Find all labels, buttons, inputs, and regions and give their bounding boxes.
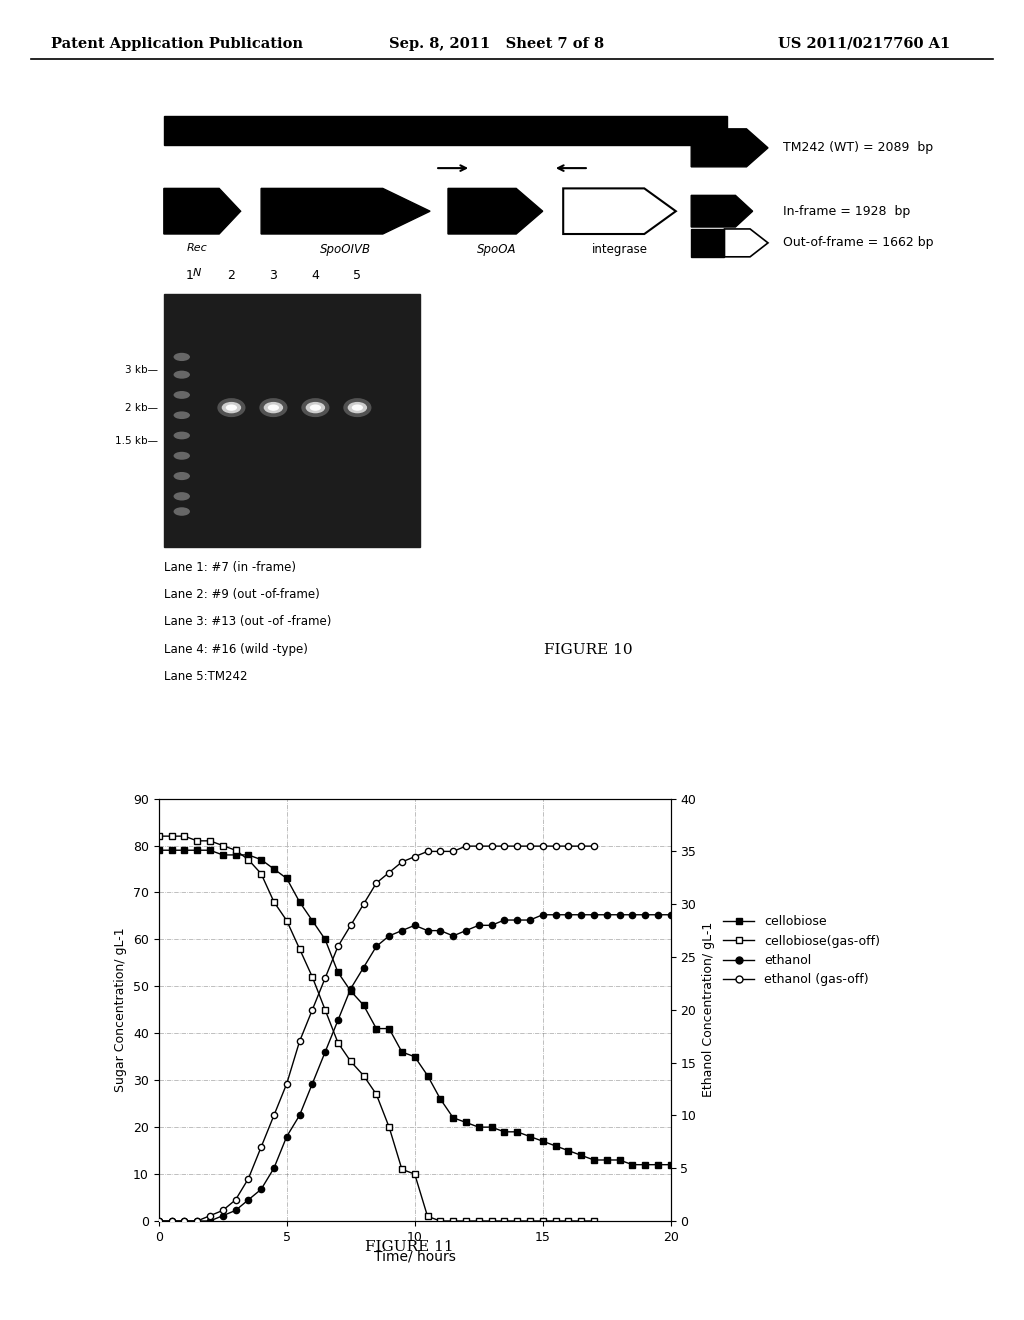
Text: Lane 2: #9 (out -of-frame): Lane 2: #9 (out -of-frame) bbox=[164, 589, 319, 601]
Polygon shape bbox=[261, 189, 430, 234]
Ellipse shape bbox=[343, 399, 372, 417]
Ellipse shape bbox=[174, 352, 190, 362]
Bar bbox=[164, 293, 420, 546]
Polygon shape bbox=[164, 189, 241, 234]
Bar bbox=[164, 116, 727, 145]
Polygon shape bbox=[725, 228, 768, 257]
Text: 1: 1 bbox=[185, 269, 194, 282]
Ellipse shape bbox=[348, 401, 368, 413]
Ellipse shape bbox=[174, 507, 190, 516]
Text: Patent Application Publication: Patent Application Publication bbox=[51, 37, 303, 50]
Ellipse shape bbox=[352, 404, 364, 411]
Ellipse shape bbox=[310, 404, 322, 411]
Ellipse shape bbox=[174, 371, 190, 379]
Ellipse shape bbox=[222, 401, 242, 413]
Text: Lane 4: #16 (wild -type): Lane 4: #16 (wild -type) bbox=[164, 643, 308, 656]
Text: 3: 3 bbox=[269, 269, 278, 282]
Text: Sep. 8, 2011   Sheet 7 of 8: Sep. 8, 2011 Sheet 7 of 8 bbox=[389, 37, 604, 50]
Text: 2: 2 bbox=[227, 269, 236, 282]
Ellipse shape bbox=[174, 391, 190, 399]
Ellipse shape bbox=[174, 451, 190, 459]
Ellipse shape bbox=[217, 399, 246, 417]
Text: Lane 5:TM242: Lane 5:TM242 bbox=[164, 671, 248, 682]
Text: Out-of-frame = 1662 bp: Out-of-frame = 1662 bp bbox=[783, 236, 934, 249]
Ellipse shape bbox=[174, 492, 190, 500]
Polygon shape bbox=[449, 189, 543, 234]
Y-axis label: Ethanol Concentration/ gL-1: Ethanol Concentration/ gL-1 bbox=[701, 923, 715, 1097]
Ellipse shape bbox=[264, 401, 283, 413]
Text: FIGURE 10: FIGURE 10 bbox=[545, 643, 633, 656]
Text: Lane 1: #7 (in -frame): Lane 1: #7 (in -frame) bbox=[164, 561, 296, 574]
Legend: cellobiose, cellobiose(gas-off), ethanol, ethanol (gas-off): cellobiose, cellobiose(gas-off), ethanol… bbox=[718, 911, 885, 991]
Y-axis label: Sugar Concentration/ gL-1: Sugar Concentration/ gL-1 bbox=[115, 928, 127, 1092]
Ellipse shape bbox=[268, 404, 279, 411]
Text: TM242 (WT) = 2089  bp: TM242 (WT) = 2089 bp bbox=[783, 141, 934, 154]
Ellipse shape bbox=[174, 432, 190, 440]
Text: FIGURE 11: FIGURE 11 bbox=[366, 1241, 454, 1254]
Text: 5: 5 bbox=[353, 269, 361, 282]
Ellipse shape bbox=[174, 473, 190, 480]
Ellipse shape bbox=[306, 401, 326, 413]
Text: Rec: Rec bbox=[186, 243, 208, 253]
Text: N: N bbox=[193, 268, 202, 279]
Ellipse shape bbox=[226, 404, 238, 411]
Text: SpoOA: SpoOA bbox=[477, 243, 516, 256]
Text: SpoOIVB: SpoOIVB bbox=[321, 243, 371, 256]
Ellipse shape bbox=[259, 399, 288, 417]
Text: Lane 3: #13 (out -of -frame): Lane 3: #13 (out -of -frame) bbox=[164, 615, 331, 628]
Bar bbox=[691, 228, 725, 257]
Polygon shape bbox=[563, 189, 676, 234]
X-axis label: Time/ hours: Time/ hours bbox=[374, 1249, 456, 1263]
Text: US 2011/0217760 A1: US 2011/0217760 A1 bbox=[778, 37, 950, 50]
Text: 3 kb—: 3 kb— bbox=[125, 364, 158, 375]
Text: 4: 4 bbox=[311, 269, 319, 282]
Text: 1.5 kb—: 1.5 kb— bbox=[115, 436, 158, 446]
Text: 2 kb—: 2 kb— bbox=[125, 403, 158, 413]
Polygon shape bbox=[691, 195, 753, 227]
Ellipse shape bbox=[174, 412, 190, 418]
Text: integrase: integrase bbox=[592, 243, 647, 256]
Ellipse shape bbox=[301, 399, 330, 417]
Polygon shape bbox=[691, 129, 768, 166]
Text: In-frame = 1928  bp: In-frame = 1928 bp bbox=[783, 205, 910, 218]
